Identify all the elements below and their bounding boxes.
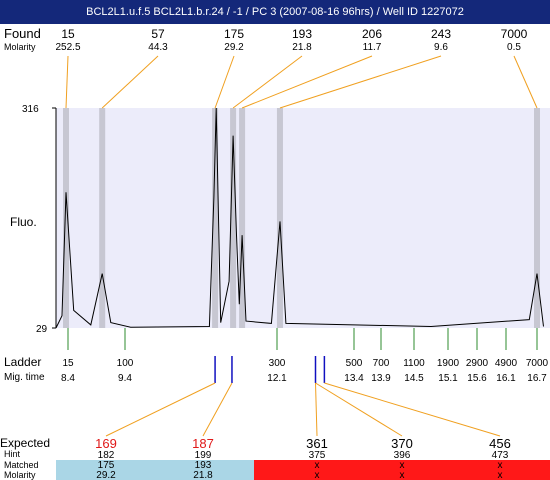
expected-hint: 182	[98, 450, 115, 461]
expected-size: 169	[95, 436, 117, 451]
peak-band	[63, 108, 69, 328]
ladder-time: 12.1	[267, 373, 287, 384]
found-size: 206	[362, 27, 382, 41]
ladder-size: 500	[346, 358, 363, 369]
found-molarity: 252.5	[55, 42, 80, 53]
expected-matched: 175	[98, 460, 115, 471]
peak-band	[534, 108, 540, 328]
ladder-time: 15.1	[438, 373, 458, 384]
found-size: 193	[292, 27, 312, 41]
ladder-time: 8.4	[61, 373, 75, 384]
peak-band	[239, 108, 246, 328]
expected-matched: x	[315, 460, 320, 471]
matched-fail-band	[254, 460, 550, 480]
ladder-size: 2900	[466, 358, 489, 369]
found-molarity: 11.7	[363, 42, 382, 53]
ladder-size: 700	[373, 358, 390, 369]
expected-size: 187	[192, 436, 214, 451]
expected-hint: 199	[195, 450, 212, 461]
ladder-time: 9.4	[118, 373, 132, 384]
ladder-time: 13.4	[344, 373, 364, 384]
found-molarity: 9.6	[434, 42, 448, 53]
peak-band	[212, 108, 219, 328]
found-size: 15	[61, 27, 75, 41]
expected-molarity: x	[315, 470, 320, 480]
found-molarity: 21.8	[292, 42, 312, 53]
expected-matched: x	[498, 460, 503, 471]
expected-matched: x	[400, 460, 405, 471]
fluorescence-trace	[55, 107, 544, 329]
peak-band	[276, 108, 283, 328]
found-molarity: 0.5	[507, 42, 521, 53]
found-molarity: 29.2	[224, 42, 244, 53]
expected-hint: 473	[492, 450, 509, 461]
hint-label: Hint	[4, 449, 21, 459]
ladder-size: 15	[62, 358, 74, 369]
ladder-time: 16.1	[496, 373, 516, 384]
found-size: 57	[151, 27, 165, 41]
found-link-line	[279, 55, 442, 109]
ladder-size: 100	[117, 358, 134, 369]
expected-matched: 193	[195, 460, 212, 471]
y-tick-label: 29	[36, 324, 48, 335]
molarity-bottom-label: Molarity	[4, 470, 36, 480]
found-size: 243	[431, 27, 451, 41]
expected-size: 361	[306, 436, 328, 451]
expected-size: 370	[391, 436, 413, 451]
found-link-line	[101, 55, 159, 109]
expected-molarity: 21.8	[193, 470, 213, 480]
peak-band	[99, 108, 106, 328]
expected-molarity: 29.2	[96, 470, 116, 480]
expected-molarity: x	[498, 470, 503, 480]
found-molarity: 44.3	[148, 42, 168, 53]
found-link-line	[241, 55, 373, 109]
ladder-size: 7000	[526, 358, 549, 369]
chart-title: BCL2L1.u.f.5 BCL2L1.b.r.24 / -1 / PC 3 (…	[0, 0, 550, 24]
expected-size: 456	[489, 436, 511, 451]
expected-hint: 396	[394, 450, 411, 461]
expected-hint: 375	[309, 450, 326, 461]
molarity-label: Molarity	[4, 42, 36, 52]
found-size: 175	[224, 27, 244, 41]
expected-link-line	[315, 382, 318, 437]
matched-ok-band	[56, 460, 254, 480]
y-axis-label: Fluo.	[10, 215, 37, 229]
expected-molarity: x	[400, 470, 405, 480]
ladder-size: 300	[269, 358, 286, 369]
found-link-line	[513, 55, 538, 109]
y-tick-label: 316	[22, 104, 39, 115]
ladder-time: 13.9	[371, 373, 391, 384]
expected-link-line	[202, 382, 233, 437]
found-link-line	[232, 55, 303, 109]
ladder-size: 1900	[437, 358, 460, 369]
expected-link-line	[315, 382, 403, 437]
ladder-time: 15.6	[467, 373, 487, 384]
peak-band	[230, 108, 237, 328]
ladder-time: 16.7	[527, 373, 547, 384]
mig-time-label: Mig. time	[4, 372, 45, 383]
matched-label: Matched	[4, 460, 39, 470]
plot-background	[56, 108, 550, 328]
found-label: Found	[4, 26, 41, 41]
found-size: 7000	[501, 27, 528, 41]
expected-link-line	[324, 382, 501, 437]
ladder-label: Ladder	[4, 355, 41, 369]
ladder-size: 1100	[403, 358, 425, 369]
found-link-line	[214, 55, 235, 109]
ladder-size: 4900	[495, 358, 518, 369]
expected-link-line	[105, 382, 216, 437]
found-link-line	[65, 55, 69, 109]
ladder-time: 14.5	[404, 373, 424, 384]
expected-label: Expected	[0, 436, 50, 450]
